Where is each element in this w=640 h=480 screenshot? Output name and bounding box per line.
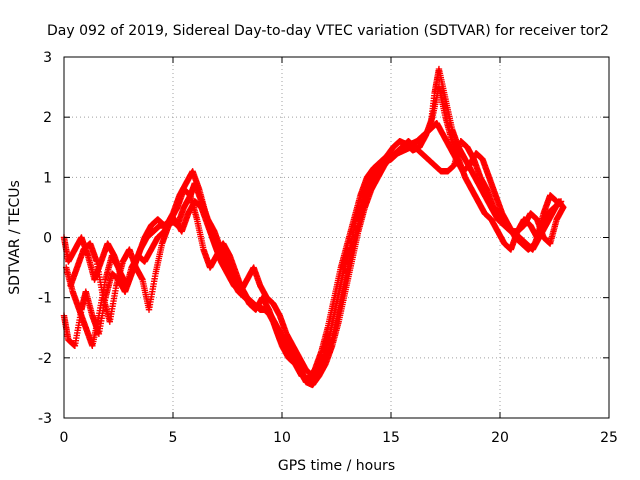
x-axis-label: GPS time / hours (278, 458, 395, 474)
y-axis-label: SDTVAR / TECUs (7, 180, 23, 295)
y-tick-label: 3 (43, 50, 52, 66)
data-points (60, 65, 567, 389)
x-tick-label: 20 (491, 430, 509, 446)
chart-title: Day 092 of 2019, Sidereal Day-to-day VTE… (47, 23, 609, 39)
series-4 (62, 83, 560, 383)
x-tick-label: 15 (382, 430, 400, 446)
data-point (553, 198, 560, 205)
x-tick-label: 5 (169, 430, 178, 446)
x-tick-label: 0 (60, 430, 69, 446)
y-tick-label: 1 (43, 170, 52, 186)
x-tick-label: 10 (273, 430, 291, 446)
y-tick-label: -3 (38, 411, 52, 427)
y-tick-label: 2 (43, 110, 52, 126)
data-point (560, 204, 567, 211)
axis-ticks (63, 56, 610, 419)
y-tick-label: -1 (38, 291, 52, 307)
tick-labels: 0 5 10 15 20 25 -3 -2 -1 0 1 2 3 (38, 50, 618, 446)
y-tick-label: 0 (43, 231, 52, 247)
y-tick-label: -2 (38, 351, 52, 367)
series-1 (60, 65, 567, 389)
x-tick-label: 25 (600, 430, 618, 446)
